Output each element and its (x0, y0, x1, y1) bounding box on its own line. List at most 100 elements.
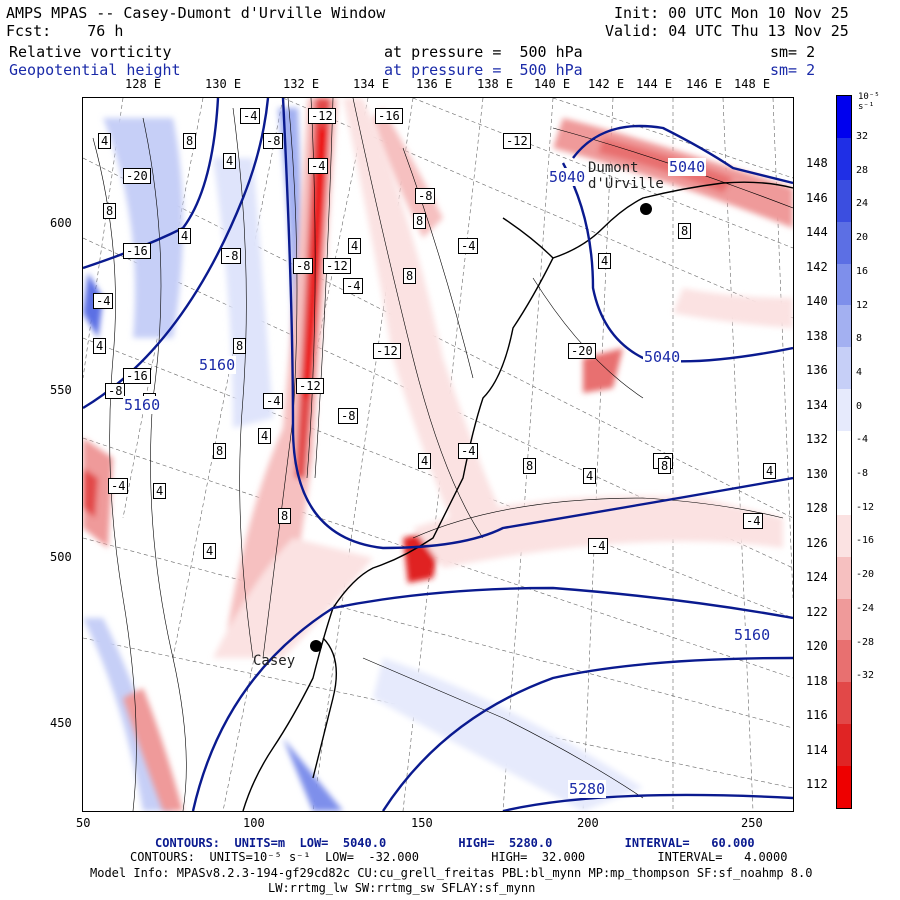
vorticity-contour-info: CONTOURS: UNITS=10⁻⁵ s⁻¹ LOW= -32.000 HI… (130, 850, 788, 864)
right-lon-label: 132 E (806, 432, 843, 446)
init-time: Init: 00 UTC Mon 10 Nov 25 (614, 4, 849, 22)
forecast-hour: Fcst: 76 h (6, 22, 124, 40)
field2-name: Geopotential height (9, 61, 181, 79)
right-lon-label: 122 E (806, 604, 843, 619)
vorticity-label: -4 (588, 538, 609, 554)
y-tick-label: 550 (50, 383, 72, 397)
vorticity-label: -12 (503, 133, 531, 149)
colorbar-segment (837, 389, 851, 432)
x-tick-label: 150 (411, 816, 433, 830)
field1-level: at pressure = 500 hPa (384, 43, 583, 61)
vorticity-label: -4 (93, 293, 114, 309)
right-lon-label: 124 E (806, 570, 843, 584)
height-contours (83, 98, 793, 811)
colorbar-segment (837, 766, 851, 809)
colorbar-segment (837, 598, 851, 641)
field1-name: Relative vorticity (9, 43, 172, 61)
coastline (242, 181, 793, 811)
map-labels-layer: 4 8 -4 -8 -12 -16 -20 4 8 -4 -8 -12 -16 4 8 -4 -8 -12 4 8 -4… (83, 98, 793, 811)
right-lon-label: 120 E (806, 639, 843, 653)
vorticity-label: 4 (763, 463, 777, 479)
station-label: Dumont d'Urville (588, 160, 664, 192)
right-lon-label: 130 E (806, 466, 843, 481)
vorticity-label: 8 (403, 268, 417, 284)
height-contour-label: 5160 (123, 396, 162, 414)
right-lon-label: 146 E (806, 190, 843, 205)
vorticity-label: -16 (123, 243, 151, 259)
top-lon-label: 144 E (636, 77, 673, 91)
vorticity-label: -12 (308, 108, 336, 124)
vorticity-label: -4 (240, 108, 261, 124)
top-lon-label: 136 E (416, 77, 453, 91)
field2-level: at pressure = 500 hPa (384, 61, 583, 79)
vorticity-label: 8 (658, 458, 672, 474)
colorbar-tick-label: 32 (856, 131, 869, 142)
colorbar-tick-label: -4 (856, 434, 869, 446)
vorticity-label: -8 (415, 188, 436, 204)
right-lon-label: 116 E (806, 708, 843, 722)
colorbar-tick-label: 4 (856, 366, 863, 378)
vorticity-label: 4 (418, 453, 432, 469)
colorbar-segment (837, 431, 851, 474)
height-contour-label: 5040 (668, 158, 707, 176)
map-panel[interactable]: 4 8 -4 -8 -12 -16 -20 4 8 -4 -8 -12 -16 4 8 -4 -8 -12 4 8 -4… (82, 97, 794, 812)
vorticity-label: 8 (233, 338, 247, 354)
colorbar-segment (837, 640, 851, 683)
top-lon-label: 140 E (534, 77, 571, 91)
right-lon-label: 148 E (806, 156, 843, 170)
vorticity-label: 4 (153, 483, 167, 499)
colorbar-segment (837, 472, 851, 516)
colorbar-tick-label: 20 (856, 232, 869, 244)
right-lon-label: 140 E (806, 294, 843, 308)
station-markers (310, 203, 652, 652)
right-lon-label: 134 E (806, 397, 843, 412)
colorbar-segment (837, 347, 851, 390)
top-lon-label: 130 E (205, 77, 242, 91)
top-lon-label: 148 E (734, 77, 771, 91)
colorbar-tick-label: -12 (856, 501, 875, 513)
colorbar-tick-label: 12 (856, 299, 869, 311)
right-lon-label: 112 E (806, 777, 843, 791)
right-lon-label: 118 E (806, 673, 843, 688)
right-lon-label: 126 E (806, 535, 843, 550)
x-tick-label: 200 (577, 816, 599, 830)
vorticity-label: -4 (743, 513, 764, 529)
colorbar-tick-label: 24 (856, 198, 869, 210)
vorticity-label: -8 (338, 408, 359, 424)
vorticity-label: 8 (103, 203, 117, 219)
station-label: Casey (253, 653, 296, 669)
colorbar-segment (837, 724, 851, 767)
height-contour-label: 5040 (643, 348, 682, 366)
colorbar-tick-label: -16 (856, 535, 875, 547)
station-dumont-marker (640, 203, 652, 215)
top-lon-label: 134 E (353, 77, 390, 91)
colorbar-tick-label: 16 (856, 265, 869, 277)
vorticity-label: 4 (598, 253, 612, 269)
x-tick-label: 100 (243, 816, 265, 830)
vorticity-label: -4 (108, 478, 129, 494)
top-lon-label: 138 E (477, 77, 514, 91)
station-casey-marker (310, 640, 322, 652)
vorticity-label: 4 (93, 338, 107, 354)
vorticity-label: 4 (223, 153, 237, 169)
field1-smoothing: sm= 2 (770, 43, 816, 61)
vorticity-label: -4 (458, 238, 479, 254)
vorticity-label: -12 (373, 343, 401, 359)
colorbar-segment (837, 305, 851, 348)
colorbar-tick-label: 28 (856, 164, 869, 176)
height-contour-label: 5160 (733, 626, 772, 644)
vorticity-label: -12 (323, 258, 351, 274)
vorticity-label: -8 (293, 258, 314, 274)
vorticity-label: -12 (296, 378, 324, 394)
vorticity-label: -4 (343, 278, 364, 294)
model-info-radiation: LW:rrtmg_lw SW:rrtmg_sw SFLAY:sf_mynn (268, 881, 536, 895)
colorbar-segment (837, 221, 851, 265)
colorbar-tick-label: 8 (856, 333, 863, 345)
y-tick-label: 600 (50, 216, 72, 230)
height-contour-label: 5040 (548, 168, 587, 186)
vorticity-label: -8 (221, 248, 242, 264)
right-lon-label: 138 E (806, 328, 843, 343)
right-lon-label: 128 E (806, 501, 843, 515)
vorticity-label: 4 (203, 543, 217, 559)
colorbar-segment (837, 179, 851, 223)
